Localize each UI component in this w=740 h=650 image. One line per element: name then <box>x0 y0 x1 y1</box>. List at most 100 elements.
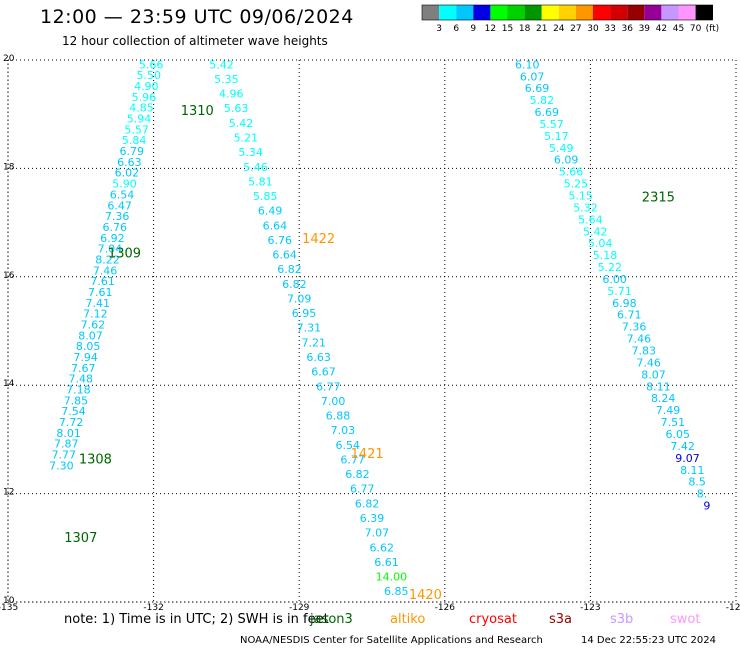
wave-height-label: 5.49 <box>549 142 574 155</box>
wave-height-label: 7.54 <box>61 405 86 418</box>
wave-height-label: 9.07 <box>675 452 700 465</box>
colorbar-swatch <box>422 5 440 20</box>
colorbar-tick: 24 <box>553 24 565 34</box>
x-tick-label: -129 <box>289 603 310 613</box>
wave-height-label: 7.18 <box>66 384 91 397</box>
colorbar-swatch <box>490 5 508 20</box>
colorbar-unit: (ft) <box>706 24 720 34</box>
pass-time-label: 1310 <box>181 104 214 119</box>
wave-height-label: 7.48 <box>69 373 94 386</box>
wave-height-label: 5.81 <box>248 175 273 188</box>
wave-height-label: 5.85 <box>253 190 278 203</box>
page-title: 12:00 — 23:59 UTC 09/06/2024 <box>40 6 354 28</box>
wave-height-label: 6.10 <box>515 58 540 71</box>
wave-height-label: 5.66 <box>139 58 164 71</box>
wave-height-label: 6.85 <box>384 585 409 598</box>
wave-height-label: 8.11 <box>680 464 705 477</box>
colorbar-tick: 70 <box>690 24 702 34</box>
wave-height-label: 6.82 <box>345 468 370 481</box>
colorbar-tick: 3 <box>436 24 442 34</box>
wave-height-label: 5.42 <box>209 58 234 71</box>
colorbar-tick: 15 <box>502 24 513 34</box>
colorbar-swatch <box>456 5 474 20</box>
wave-height-label: 7.30 <box>49 459 74 472</box>
wave-height-label: 5.64 <box>578 213 603 226</box>
colorbar-swatch <box>524 5 542 20</box>
wave-height-label: 9 <box>703 500 710 513</box>
wave-height-label: 7.85 <box>64 394 89 407</box>
y-tick-label: 14 <box>3 379 15 389</box>
pass-time-label: 1421 <box>351 447 384 462</box>
wave-height-label: 6.69 <box>525 82 550 95</box>
wave-height-label: 6.09 <box>554 154 579 167</box>
colorbar-tick: 18 <box>519 24 531 34</box>
wave-height-label: 7.83 <box>632 345 657 358</box>
colorbar-tick: 12 <box>485 24 496 34</box>
colorbar-swatch <box>593 5 611 20</box>
page-subtitle: 12 hour collection of altimeter wave hei… <box>62 34 328 48</box>
y-tick-label: 18 <box>3 162 15 172</box>
wave-height-label: 5.25 <box>564 178 589 191</box>
wave-height-label: 6.82 <box>282 278 307 291</box>
wave-height-label: 6.71 <box>617 309 642 322</box>
legend-s3a: s3a <box>549 612 573 627</box>
wave-height-label: 6.62 <box>369 541 394 554</box>
wave-height-label: 7.49 <box>656 404 681 417</box>
wave-height-label: 7.00 <box>321 395 346 408</box>
wave-height-label: 4.85 <box>129 102 154 115</box>
wave-height-label: 5.57 <box>124 123 149 136</box>
wave-height-label: 5.66 <box>559 166 584 179</box>
wave-height-label: 5.21 <box>234 132 259 145</box>
wave-height-label: 5.96 <box>132 91 157 104</box>
colorbar-swatch <box>558 5 576 20</box>
wave-height-label: 5.22 <box>598 261 623 274</box>
legend-jason3: jason3 <box>310 612 353 627</box>
y-tick-label: 16 <box>3 271 15 281</box>
wave-height-label: 5.42 <box>583 225 608 238</box>
pass-time-label: 1420 <box>409 588 442 603</box>
wave-height-label: 5.15 <box>568 190 593 203</box>
colorbar-tick: 36 <box>621 24 633 34</box>
wave-height-label: 6.92 <box>100 232 125 245</box>
wave-height-label: 7.36 <box>105 210 130 223</box>
wave-height-label: 6.76 <box>103 221 128 234</box>
colorbar-swatch <box>575 5 593 20</box>
wave-height-label: 8.07 <box>78 329 103 342</box>
wave-height-label: 7.46 <box>627 333 652 346</box>
colorbar-swatch <box>473 5 491 20</box>
wave-height-label: 5.84 <box>122 134 147 147</box>
wave-height-label: 6.77 <box>350 483 375 496</box>
wave-height-label: 8.07 <box>641 368 666 381</box>
wave-height-label: 8.01 <box>56 427 81 440</box>
wave-height-label: 6.79 <box>120 145 145 158</box>
colorbar-tick: 6 <box>453 24 459 34</box>
wave-height-label: 7.41 <box>86 297 111 310</box>
pass-time-label: 1307 <box>64 531 97 546</box>
y-tick-label: 20 <box>3 54 15 64</box>
wave-height-label: 6.07 <box>520 70 545 83</box>
colorbar-tick: 39 <box>639 24 651 34</box>
wave-height-label: 6.82 <box>355 497 380 510</box>
colorbar-swatch <box>627 5 645 20</box>
wave-height-label: 6.00 <box>602 273 627 286</box>
wave-height-label: 5.17 <box>544 130 569 143</box>
wave-height-label: 7.46 <box>636 356 661 369</box>
colorbar-swatch <box>507 5 525 20</box>
x-tick-label: -123 <box>580 603 600 613</box>
wave-height-label: 7.77 <box>52 449 77 462</box>
legend-s3b: s3b <box>610 612 634 627</box>
wave-height-label: 7.42 <box>670 440 695 453</box>
x-tick-label: -135 <box>0 603 18 613</box>
pass-time-label: 1309 <box>108 246 141 261</box>
credit-text: NOAA/NESDIS Center for Satellite Applica… <box>240 635 543 646</box>
colorbar-swatch <box>541 5 559 20</box>
wave-height-label: 7.36 <box>622 321 647 334</box>
wave-height-label: 6.77 <box>340 453 365 466</box>
wave-height-label: 5.42 <box>229 117 254 130</box>
wave-height-label: 6.67 <box>311 366 336 379</box>
wave-height-label: 7.46 <box>93 264 118 277</box>
wave-height-label: 5.90 <box>112 178 137 191</box>
wave-height-label: 7.67 <box>71 362 96 375</box>
wave-height-label: 5.34 <box>238 146 263 159</box>
wave-height-label: 6.02 <box>115 167 140 180</box>
